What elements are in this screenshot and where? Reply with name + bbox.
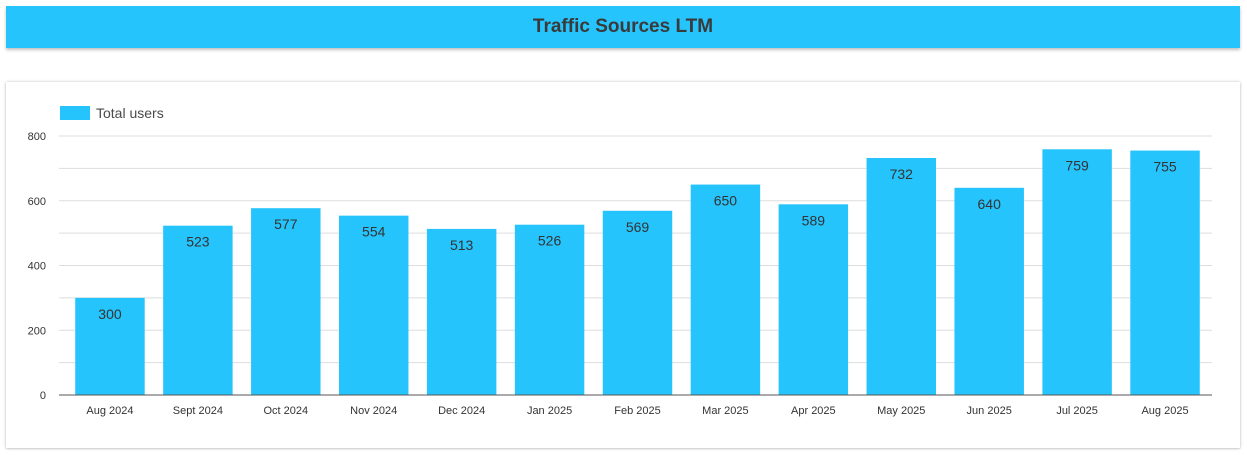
data-label: 300 — [98, 306, 122, 322]
y-tick-label: 0 — [40, 390, 46, 402]
bar — [163, 225, 233, 395]
data-label: 759 — [1065, 157, 1089, 173]
x-tick-label: Apr 2025 — [791, 405, 836, 417]
report-header: Traffic Sources LTM — [6, 6, 1240, 48]
x-tick-label: Nov 2024 — [350, 405, 397, 417]
data-label: 526 — [538, 233, 562, 249]
page-title: Traffic Sources LTM — [532, 16, 714, 37]
bar — [954, 187, 1024, 395]
data-label: 577 — [274, 216, 298, 232]
data-label: 589 — [802, 212, 826, 228]
x-tick-label: Feb 2025 — [614, 405, 660, 417]
bar — [866, 158, 936, 395]
x-tick-label: Jul 2025 — [1056, 405, 1098, 417]
y-tick-label: 800 — [28, 131, 46, 143]
legend-swatch — [60, 106, 90, 120]
bar — [339, 215, 409, 395]
bar — [514, 224, 585, 395]
x-tick-label: Aug 2025 — [1141, 405, 1188, 417]
chart-card: Total users 0 200 400 600 800 300 523 577 554 51… — [6, 82, 1240, 448]
bar — [75, 297, 145, 395]
legend-label: Total users — [96, 105, 164, 121]
x-tick-label: Oct 2024 — [263, 405, 308, 417]
bar — [778, 204, 849, 395]
bar-chart: Total users 0 200 400 600 800 300 523 577 554 51… — [28, 105, 1212, 417]
data-label: 650 — [714, 193, 738, 209]
x-tick-label: May 2025 — [877, 405, 925, 417]
x-tick-label: Aug 2024 — [86, 405, 133, 417]
data-label: 732 — [890, 166, 914, 182]
data-labels: 300 523 577 554 513 526 569 650 589 732 640 759 755 — [98, 157, 1177, 322]
y-tick-label: 600 — [28, 196, 46, 208]
data-label: 513 — [450, 237, 474, 253]
bars — [75, 149, 1200, 395]
x-tick-label: Mar 2025 — [702, 405, 748, 417]
chart-legend: Total users — [60, 105, 164, 121]
data-label: 755 — [1153, 159, 1177, 175]
data-label: 554 — [362, 224, 386, 240]
bar — [1042, 149, 1112, 395]
data-label: 523 — [186, 234, 210, 250]
bar — [602, 210, 673, 395]
bar — [251, 208, 321, 395]
x-tick-label: Dec 2024 — [438, 405, 485, 417]
y-tick-label: 200 — [28, 325, 46, 337]
bar — [1130, 150, 1200, 395]
y-axis-ticks: 0 200 400 600 800 — [28, 131, 46, 402]
bar — [690, 184, 761, 395]
bar — [426, 228, 497, 395]
data-label: 569 — [626, 219, 650, 235]
y-tick-label: 400 — [28, 261, 46, 273]
x-tick-label: Jan 2025 — [527, 405, 572, 417]
x-tick-label: Jun 2025 — [967, 405, 1012, 417]
data-label: 640 — [978, 196, 1002, 212]
x-axis-labels: Aug 2024 Sept 2024 Oct 2024 Nov 2024 Dec 202… — [86, 405, 1188, 417]
x-tick-label: Sept 2024 — [173, 405, 223, 417]
